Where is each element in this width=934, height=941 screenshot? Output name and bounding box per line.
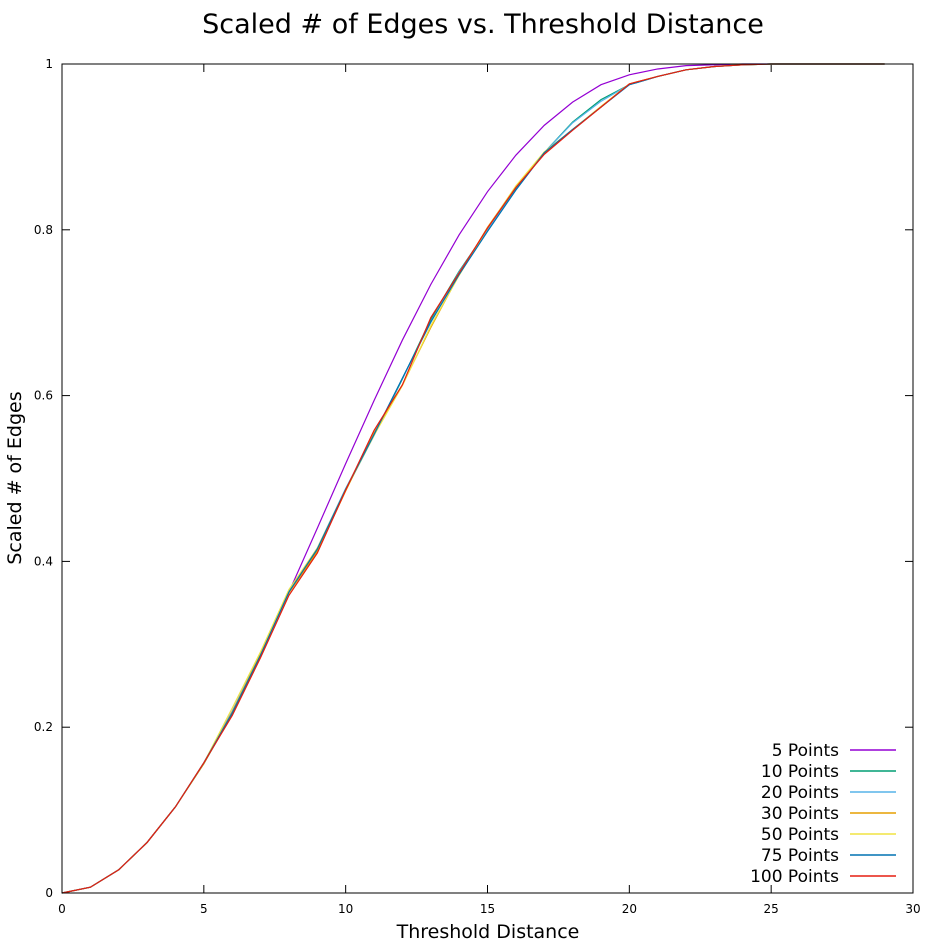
legend-label: 100 Points xyxy=(750,867,839,887)
x-tick-label: 10 xyxy=(338,902,353,916)
x-tick-label: 20 xyxy=(622,902,637,916)
y-tick-label: 0.8 xyxy=(34,223,53,237)
x-tick-label: 15 xyxy=(480,902,495,916)
y-tick-label: 0 xyxy=(45,886,53,900)
x-tick-label: 5 xyxy=(200,902,208,916)
x-tick-label: 25 xyxy=(764,902,779,916)
y-tick-label: 0.4 xyxy=(34,554,53,568)
legend-label: 30 Points xyxy=(761,804,839,824)
x-axis-label: Threshold Distance xyxy=(396,921,580,941)
y-axis: 0 0.2 0.4 0.6 0.8 1 xyxy=(34,57,913,900)
legend-label: 50 Points xyxy=(761,825,839,845)
chart-title: Scaled # of Edges vs. Threshold Distance xyxy=(202,9,764,40)
y-tick-label: 0.2 xyxy=(34,720,53,734)
plot-area xyxy=(61,63,885,894)
y-tick-label: 0.6 xyxy=(34,389,53,403)
series-line-100-points xyxy=(61,63,885,894)
plot-frame xyxy=(61,63,914,894)
legend-label: 5 Points xyxy=(772,741,839,761)
legend-label: 20 Points xyxy=(761,783,839,803)
y-axis-label: Scaled # of Edges xyxy=(4,391,26,564)
legend-label: 75 Points xyxy=(761,846,839,866)
x-tick-label: 30 xyxy=(905,902,920,916)
y-tick-label: 1 xyxy=(45,57,53,71)
legend-label: 10 Points xyxy=(761,762,839,782)
x-tick-label: 0 xyxy=(58,902,66,916)
